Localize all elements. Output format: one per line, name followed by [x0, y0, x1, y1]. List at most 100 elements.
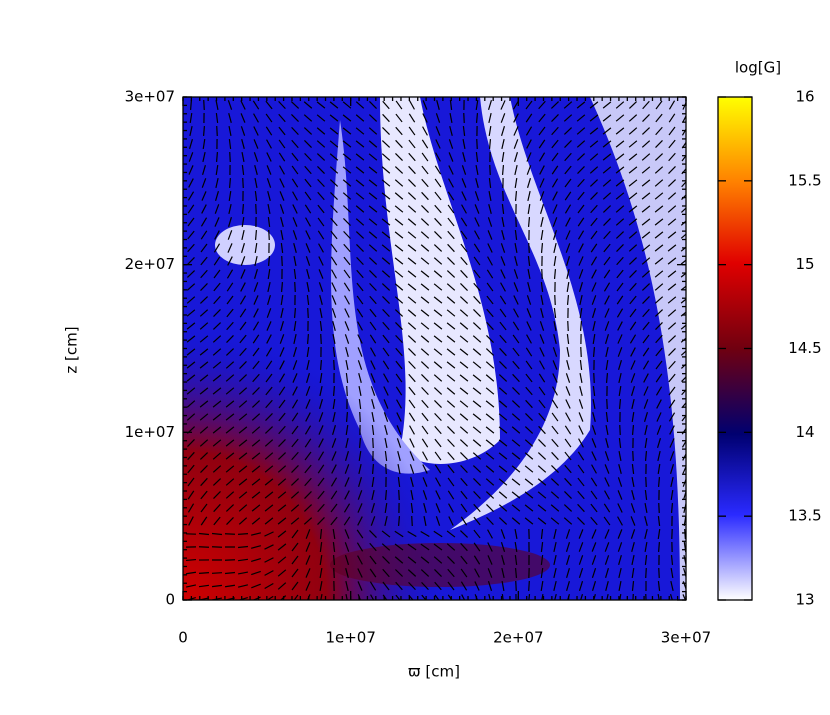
vector: [641, 270, 651, 278]
vector: [669, 594, 673, 600]
vector: [617, 360, 623, 370]
vector: [304, 477, 312, 487]
vector: [342, 192, 352, 200]
vector: [331, 464, 337, 474]
vector: [304, 438, 312, 448]
vector: [203, 99, 205, 111]
vector: [265, 399, 273, 409]
vector: [226, 295, 234, 305]
vector: [433, 244, 443, 252]
vector: [642, 347, 650, 357]
vector: [291, 464, 299, 474]
vector: [616, 282, 624, 292]
vector: [293, 594, 299, 600]
vector: [225, 400, 235, 408]
vector: [383, 399, 389, 409]
vector: [512, 321, 520, 331]
vector: [226, 517, 234, 525]
vector: [185, 558, 197, 562]
vector: [604, 542, 610, 552]
vector: [643, 386, 649, 396]
vector: [344, 295, 350, 305]
vector: [368, 114, 378, 122]
vector: [485, 478, 495, 486]
vector: [356, 308, 364, 318]
vector: [631, 476, 635, 488]
vector: [500, 243, 506, 253]
vector: [540, 554, 544, 566]
vector: [357, 555, 363, 565]
vector: [498, 387, 508, 395]
vector: [421, 205, 429, 213]
vector: [576, 114, 586, 122]
vector: [565, 529, 571, 539]
vector: [242, 177, 244, 189]
vector: [459, 335, 469, 343]
vector: [434, 217, 442, 227]
vector: [473, 490, 481, 500]
x-axis-label: ϖ [cm]: [408, 663, 460, 681]
vector: [225, 491, 235, 499]
vector: [591, 555, 597, 565]
vector: [239, 295, 247, 305]
vector: [563, 114, 573, 122]
vector: [330, 477, 338, 487]
y-tick-label: 3e+07: [125, 88, 175, 106]
vector: [514, 177, 518, 189]
vector: [472, 400, 482, 408]
vector: [668, 373, 676, 383]
vector: [369, 295, 377, 305]
vector: [251, 400, 261, 408]
vector: [395, 322, 403, 330]
vector: [250, 532, 262, 536]
vector: [552, 360, 558, 370]
vector: [485, 491, 495, 499]
vector: [241, 243, 245, 253]
vector: [565, 386, 571, 396]
vector: [305, 555, 311, 565]
vector: [525, 113, 533, 123]
vector: [186, 309, 196, 317]
vector: [199, 309, 209, 317]
vector: [591, 581, 597, 591]
vector: [525, 360, 533, 370]
vector: [395, 594, 401, 600]
vector: [278, 100, 286, 110]
vector: [615, 101, 625, 109]
vector: [447, 581, 455, 591]
vector: [343, 282, 351, 292]
vector: [357, 321, 363, 331]
colorbar-tick-label: 13.5: [788, 507, 821, 525]
vector: [280, 229, 284, 241]
vector: [303, 101, 313, 109]
vector: [684, 528, 686, 540]
vector: [603, 503, 611, 513]
vector: [591, 425, 597, 435]
vector: [603, 256, 611, 266]
vector: [513, 269, 519, 279]
vector: [459, 400, 469, 408]
vector: [229, 151, 231, 163]
vector: [384, 425, 388, 435]
vector: [589, 127, 599, 135]
vector: [565, 230, 571, 240]
vector: [369, 101, 377, 109]
vector: [265, 360, 273, 370]
vector: [251, 558, 261, 562]
vector: [447, 568, 455, 578]
vector: [628, 179, 638, 187]
vector: [228, 217, 232, 227]
vector: [591, 568, 597, 578]
vector: [189, 125, 193, 137]
vector: [317, 230, 325, 240]
vector: [590, 204, 598, 214]
vector: [460, 568, 468, 578]
vector: [553, 268, 557, 280]
vector: [382, 556, 390, 564]
vector: [293, 320, 297, 332]
vector: [344, 477, 350, 487]
vector: [460, 452, 468, 460]
vector: [224, 571, 236, 575]
vector: [513, 295, 519, 305]
vector: [369, 321, 377, 331]
